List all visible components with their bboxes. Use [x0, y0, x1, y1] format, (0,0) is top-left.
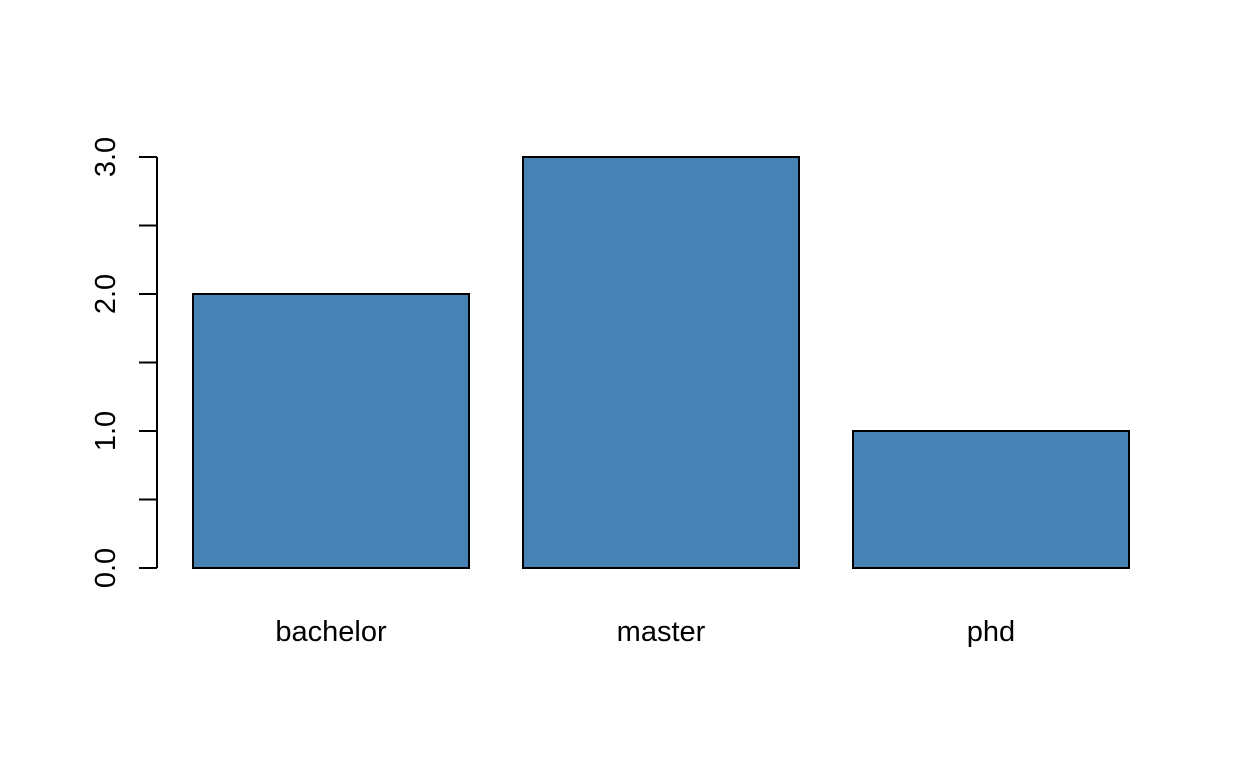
y-axis: 0.0 1.0 2.0 3.0	[90, 137, 158, 588]
x-axis-labels: bachelor master phd	[275, 616, 1015, 648]
y-tick-label: 2.0	[90, 274, 122, 314]
x-tick-label-phd: phd	[967, 616, 1015, 648]
y-tick-label: 1.0	[90, 411, 122, 451]
y-tick-label: 0.0	[90, 548, 122, 588]
x-tick-label-bachelor: bachelor	[275, 616, 387, 648]
x-tick-label-master: master	[617, 616, 706, 648]
bar-phd	[852, 430, 1130, 569]
bars	[192, 156, 1130, 569]
bar-master	[522, 156, 800, 569]
bar-bachelor	[192, 293, 470, 569]
y-tick-label: 3.0	[90, 137, 122, 177]
